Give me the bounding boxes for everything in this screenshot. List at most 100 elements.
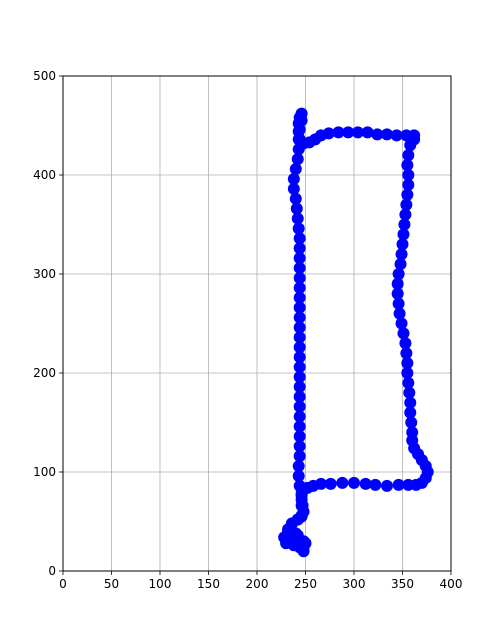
data-point: [402, 376, 415, 389]
data-point: [293, 262, 306, 275]
data-point: [400, 347, 413, 360]
x-tick-label: 100: [149, 577, 172, 591]
data-point: [396, 238, 409, 251]
x-tick-label: 350: [391, 577, 414, 591]
data-point: [295, 499, 308, 512]
data-point: [292, 133, 305, 146]
data-point: [399, 208, 412, 221]
data-point: [404, 396, 417, 409]
data-point: [391, 277, 404, 290]
data-point: [380, 128, 393, 141]
data-point: [292, 143, 305, 156]
data-point: [348, 476, 360, 489]
data-point: [336, 476, 349, 489]
data-point: [291, 153, 304, 166]
data-point: [293, 252, 306, 265]
data-point: [402, 169, 415, 181]
data-point: [380, 479, 393, 492]
data-point: [369, 478, 382, 491]
data-point: [402, 178, 415, 191]
data-point: [324, 477, 337, 490]
data-point: [401, 188, 414, 201]
data-point: [293, 351, 306, 364]
x-tick-label: 0: [59, 577, 67, 591]
data-point: [293, 232, 306, 245]
data-point: [395, 248, 408, 261]
x-tick-label: 50: [104, 577, 119, 591]
data-point: [293, 390, 306, 403]
data-point: [292, 469, 305, 482]
data-point: [400, 129, 413, 142]
data-point: [392, 268, 405, 280]
data-point: [399, 337, 412, 350]
x-tick-label: 400: [440, 577, 463, 591]
data-point: [342, 126, 355, 139]
data-point: [289, 192, 302, 205]
data-point: [289, 527, 302, 540]
data-point: [398, 218, 411, 231]
data-point: [293, 420, 306, 433]
y-tick-label: 500: [33, 69, 56, 83]
data-point: [371, 128, 384, 141]
data-point: [293, 430, 306, 443]
data-point: [289, 163, 302, 176]
data-point: [332, 126, 345, 139]
data-point: [293, 370, 306, 383]
data-point: [406, 426, 419, 439]
data-point: [403, 386, 416, 399]
x-tick-label: 250: [294, 577, 317, 591]
x-tick-label: 150: [197, 577, 220, 591]
data-point: [293, 479, 306, 492]
data-point: [293, 271, 306, 284]
data-point: [402, 149, 415, 162]
data-point: [405, 416, 418, 429]
data-point: [293, 242, 306, 255]
data-point: [293, 301, 306, 314]
data-point: [293, 341, 306, 354]
data-point: [390, 129, 403, 142]
data-point: [292, 460, 305, 473]
data-points: [278, 107, 434, 558]
data-point: [293, 410, 306, 423]
data-point: [404, 406, 417, 419]
y-tick-label: 300: [33, 267, 56, 281]
data-point: [291, 212, 304, 225]
data-point: [295, 114, 308, 127]
data-point: [401, 357, 414, 370]
data-point: [293, 123, 306, 136]
data-point: [287, 172, 300, 185]
data-point: [287, 182, 300, 195]
data-point: [293, 311, 306, 324]
y-tick-label: 100: [33, 465, 56, 479]
data-point: [397, 228, 410, 241]
data-point: [392, 478, 405, 491]
data-point: [359, 477, 372, 490]
data-point: [392, 297, 405, 310]
data-point: [315, 477, 328, 490]
data-point: [293, 281, 306, 294]
data-point: [292, 222, 305, 235]
data-point: [293, 440, 306, 453]
data-point: [351, 126, 364, 139]
data-point: [293, 321, 306, 334]
x-axis: 0 50 100 150 200 250 300 350 400: [59, 571, 462, 591]
data-point: [293, 450, 306, 463]
data-point: [401, 367, 414, 379]
data-point: [395, 317, 408, 330]
data-point: [394, 258, 407, 271]
x-tick-label: 300: [343, 577, 366, 591]
data-point: [293, 331, 306, 344]
data-point: [393, 307, 406, 320]
data-point: [400, 198, 413, 211]
data-point: [397, 327, 410, 340]
data-point: [361, 126, 374, 139]
y-axis: 0 100 200 300 400 500: [33, 69, 63, 578]
y-tick-label: 200: [33, 366, 56, 380]
x-tick-label: 200: [246, 577, 269, 591]
data-point: [293, 291, 306, 304]
y-tick-label: 400: [33, 168, 56, 182]
data-point: [290, 202, 303, 215]
data-point: [401, 159, 414, 172]
data-point: [293, 380, 306, 393]
